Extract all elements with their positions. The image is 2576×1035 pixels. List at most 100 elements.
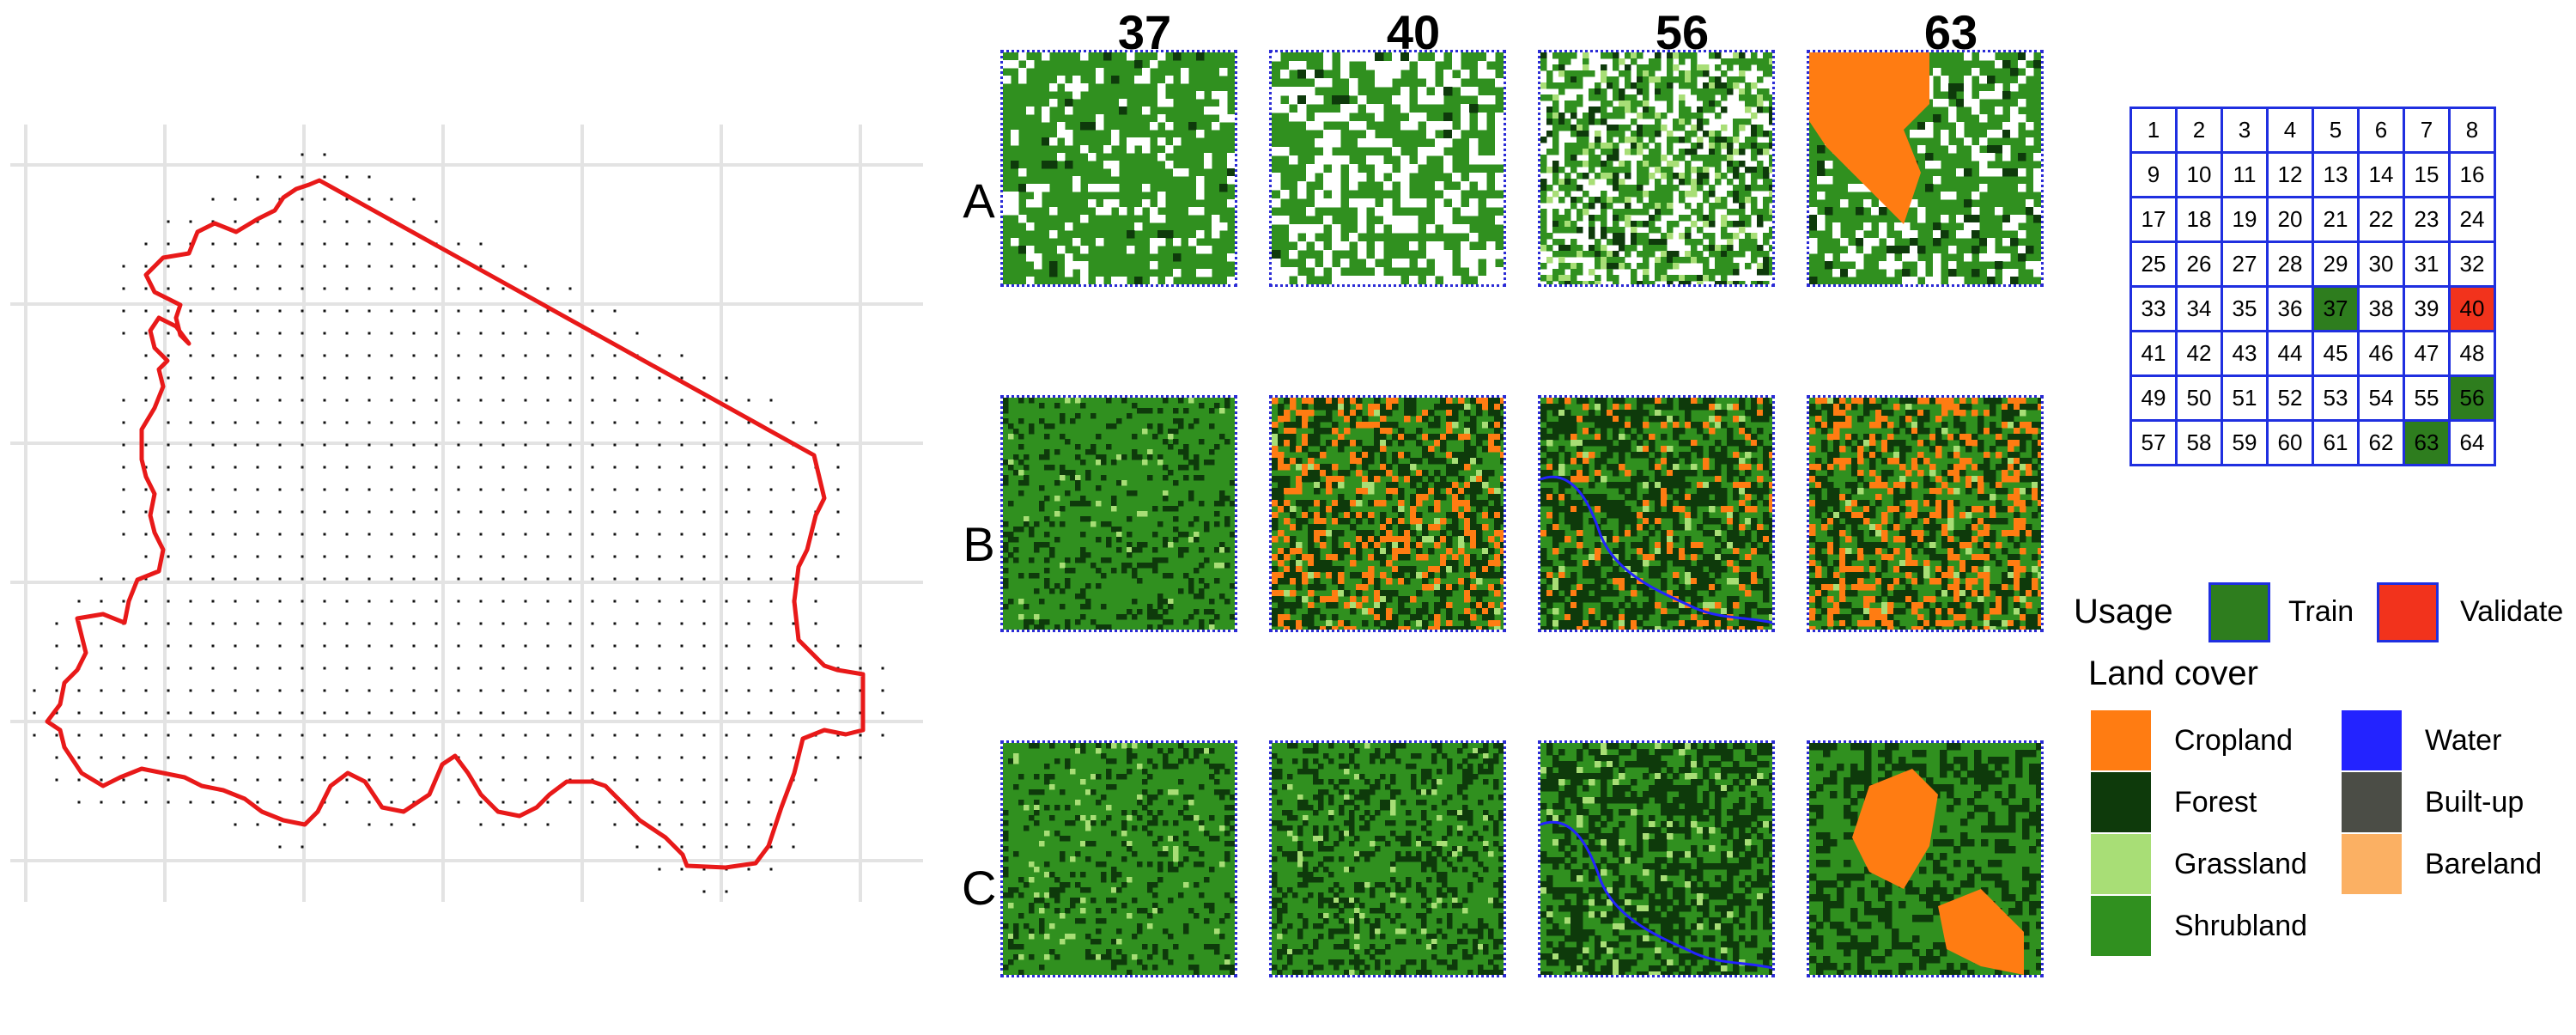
grid-cell-28: 28 [2268,242,2313,287]
grid-dot [480,533,483,536]
grid-dot [480,824,483,826]
tile-c-63 [1807,740,2044,977]
grid-dot [636,489,639,491]
grid-dot [346,734,349,737]
grid-dot [324,422,326,424]
grid-dot [413,824,416,826]
grid-dot [525,265,527,268]
grid-dot [56,667,58,670]
grid-dot [413,489,416,491]
grid-dot [569,533,572,536]
grid-dot [123,690,125,692]
grid-dot [391,422,393,424]
grid-dot [726,466,728,469]
grid-dot [837,444,840,447]
grid-dot [502,489,505,491]
grid-dot [167,377,170,380]
grid-cell-34: 34 [2177,287,2222,332]
grid-dot [234,444,237,447]
grid-dot [547,824,550,826]
grid-dot [212,198,215,201]
grid-dot [592,600,594,603]
grid-dot [435,444,438,447]
grid-dot [190,801,192,804]
grid-dot [145,288,148,290]
grid-dot [257,355,259,357]
grid-dot [815,578,817,581]
tile-a-37 [1000,50,1237,287]
grid-dot [480,712,483,715]
grid-dot [324,779,326,782]
grid-dot [301,667,304,670]
grid-dot [346,176,349,179]
grid-cell-26: 26 [2177,242,2222,287]
grid-dot [391,288,393,290]
grid-dot [368,288,371,290]
grid-dot [569,422,572,424]
grid-dot [480,645,483,648]
grid-dot [435,757,438,759]
grid-dot [413,399,416,402]
grid-dot [748,645,750,648]
grid-dot [145,734,148,737]
grid-dot [324,444,326,447]
grid-dot [257,801,259,804]
grid-dot [190,690,192,692]
grid-dot [279,355,282,357]
grid-dot [212,801,215,804]
grid-dot [346,444,349,447]
grid-dot [748,667,750,670]
grid-dot [301,578,304,581]
grid-dot [547,422,550,424]
grid-dot [815,600,817,603]
grid-dot [770,556,773,558]
grid-dot [413,243,416,246]
grid-dot [368,466,371,469]
grid-dot [167,533,170,536]
grid-dot [480,623,483,625]
grid-dot [614,556,617,558]
grid-dot [368,556,371,558]
grid-dot [301,265,304,268]
grid-dot [190,712,192,715]
grid-dot [703,824,706,826]
grid-dot [547,801,550,804]
grid-dot [212,511,215,514]
grid-dot [837,757,840,759]
landcover-label-water: Water [2425,723,2501,758]
grid-dot [748,734,750,737]
grid-dot [257,690,259,692]
grid-dot [726,891,728,893]
grid-dot [659,533,661,536]
grid-dot [480,757,483,759]
grid-dot [346,511,349,514]
grid-dot [167,578,170,581]
grid-dot [257,243,259,246]
grid-dot [346,712,349,715]
grid-dot [413,690,416,692]
grid-dot [569,578,572,581]
grid-dot [592,578,594,581]
grid-dot [726,556,728,558]
grid-dot [748,623,750,625]
grid-dot [212,556,215,558]
grid-dot [435,422,438,424]
grid-dot [525,734,527,737]
grid-dot [301,511,304,514]
grid-dot [391,623,393,625]
grid-dot [279,667,282,670]
grid-cell-13: 13 [2313,153,2359,198]
grid-dot [212,377,215,380]
landcover-swatch-cropland [2091,710,2151,770]
grid-dot [279,779,282,782]
grid-dot [681,533,683,536]
grid-dot [837,690,840,692]
grid-dot [123,533,125,536]
grid-dot [324,556,326,558]
grid-dot [413,355,416,357]
grid-dot [458,645,460,648]
grid-dot [413,444,416,447]
grid-dot [636,466,639,469]
grid-dot [324,310,326,313]
grid-dot [346,690,349,692]
